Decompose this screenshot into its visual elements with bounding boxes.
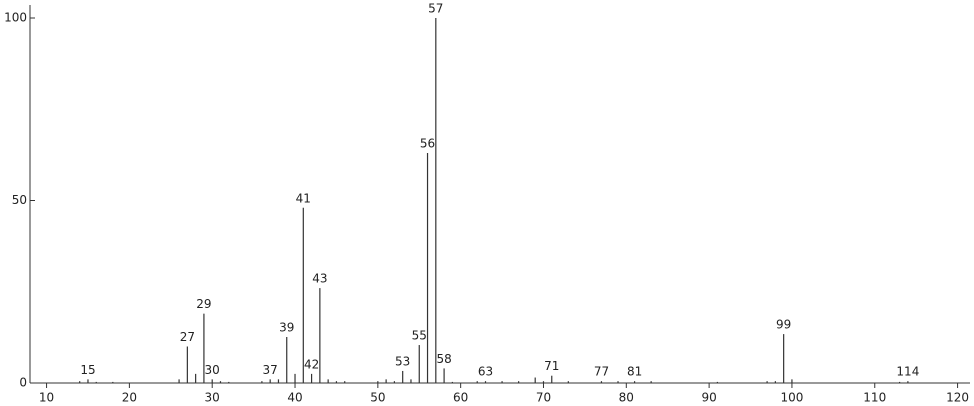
- peak-label: 114: [896, 365, 919, 379]
- x-tick-label: 20: [122, 391, 137, 405]
- y-tick-label: 0: [19, 376, 27, 390]
- x-tick-label: 60: [453, 391, 468, 405]
- peak-label: 39: [279, 321, 294, 335]
- x-tick-label: 120: [946, 391, 969, 405]
- peak-label: 27: [180, 330, 195, 344]
- x-tick-label: 100: [780, 391, 803, 405]
- peak-label: 99: [776, 318, 791, 332]
- peak-label: 56: [420, 137, 435, 151]
- peak-label: 77: [594, 365, 609, 379]
- peak-label: 71: [544, 359, 559, 373]
- peak-label: 57: [428, 2, 443, 16]
- peak-label: 15: [80, 363, 95, 377]
- y-tick-label: 100: [4, 11, 27, 25]
- peak-label: 29: [196, 297, 211, 311]
- x-tick-label: 80: [619, 391, 634, 405]
- x-tick-label: 70: [536, 391, 551, 405]
- peak-label: 63: [478, 365, 493, 379]
- peak-label: 53: [395, 354, 410, 368]
- y-tick-label: 50: [12, 193, 27, 207]
- peak-label: 41: [296, 191, 311, 205]
- x-tick-label: 50: [370, 391, 385, 405]
- peak-label: 30: [205, 363, 220, 377]
- peak-label: 81: [627, 365, 642, 379]
- x-tick-label: 110: [863, 391, 886, 405]
- peak-label: 43: [312, 272, 327, 286]
- x-tick-label: 90: [701, 391, 716, 405]
- peak-label: 37: [263, 363, 278, 377]
- x-tick-label: 30: [205, 391, 220, 405]
- x-tick-label: 40: [287, 391, 302, 405]
- peak-label: 58: [436, 352, 451, 366]
- peak-label: 55: [412, 329, 427, 343]
- peak-label: 42: [304, 357, 319, 371]
- x-tick-label: 10: [39, 391, 54, 405]
